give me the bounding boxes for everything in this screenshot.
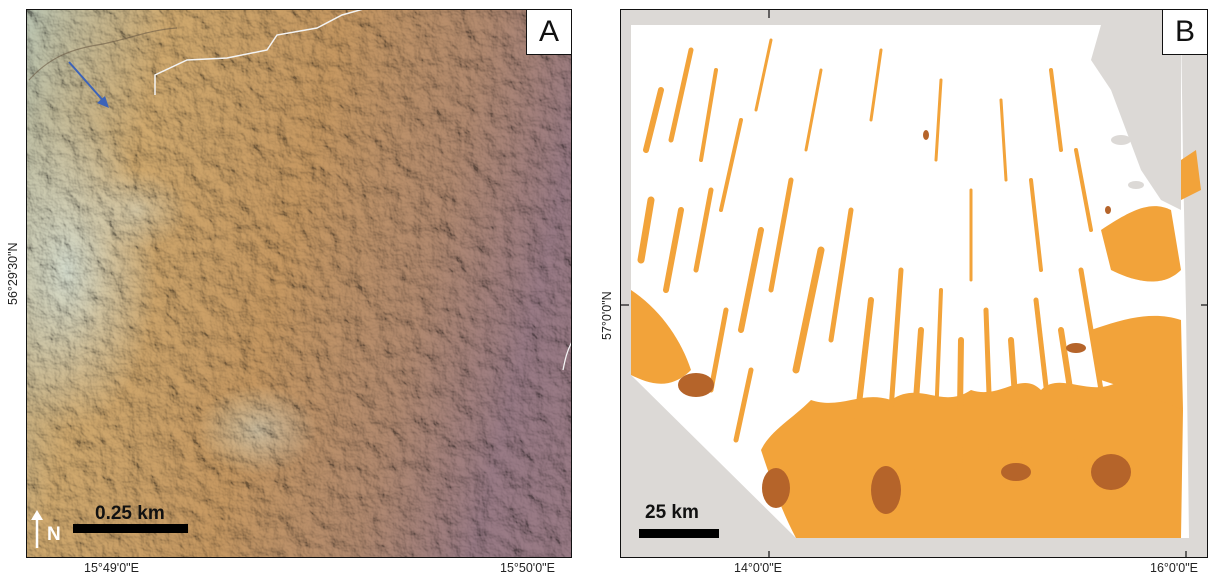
- north-arrow-icon: [31, 510, 43, 548]
- lon-label-a-1: 15°49'0"E: [84, 561, 139, 575]
- lon-label-b-1: 14°0'0"E: [734, 561, 782, 575]
- flow-arrow-icon: [68, 61, 108, 106]
- lat-label-b: 57°0'0"N: [600, 291, 614, 340]
- panel-a-relief-map: A N 0.25 km: [26, 9, 572, 558]
- panel-b-letter: B: [1162, 10, 1207, 55]
- panel-a-letter: A: [526, 10, 571, 55]
- scale-label-b: 25 km: [645, 502, 699, 523]
- panel-b-deposit-map: B 25 km: [620, 9, 1208, 558]
- lat-label-a: 56°29'30"N: [6, 242, 20, 305]
- scale-label-a: 0.25 km: [95, 503, 165, 524]
- lon-label-a-2: 15°50'0"E: [500, 561, 555, 575]
- scale-bar-b: [639, 529, 719, 538]
- brown-deposits: [678, 130, 1131, 514]
- deposit-map-image: [621, 10, 1207, 557]
- relief-map-image: [27, 10, 571, 557]
- scale-bar-a: [73, 524, 188, 533]
- lon-label-b-2: 16°0'0"E: [1150, 561, 1198, 575]
- north-label: N: [47, 524, 61, 545]
